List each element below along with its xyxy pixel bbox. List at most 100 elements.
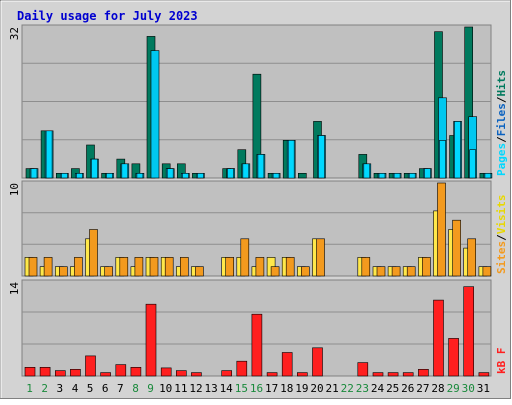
x-axis-day-labels: 1 2 3 4 5 6 7 8 9 10 11 12 13 14 15 16 17 18 19 20 21 22 23 24 2…: [26, 382, 490, 395]
sites-bar-day-14: [225, 257, 234, 277]
legend-kbytes: kB F: [495, 348, 508, 375]
legend-visits: Sites/Visits: [495, 195, 508, 275]
pages-bar-day-12: [197, 173, 204, 179]
y-max-label: 10: [8, 183, 21, 196]
x-tick-label-day-17: 17: [265, 382, 278, 395]
kbytes-bar-day-7: [115, 364, 127, 377]
pages-bar-day-8: [136, 173, 144, 179]
legend-entry: Hits: [495, 70, 508, 97]
kbytes-bar-day-29: [448, 338, 459, 377]
pages-bar-day-27: [424, 168, 431, 179]
legend-entry: /: [495, 96, 508, 103]
pages-bar-day-26: [408, 173, 416, 179]
kbytes-bar-day-31: [478, 372, 490, 377]
x-tick-label-day-27: 27: [416, 382, 429, 395]
pages-bar-day-15: [242, 163, 250, 179]
kbytes-bar-day-17: [266, 372, 278, 377]
pages-bar-day-17: [272, 173, 280, 179]
panel-visits: 10 Sites/Visits: [8, 180, 508, 277]
x-tick-label-day-15: 15: [235, 382, 248, 395]
pages-bar-day-14: [227, 168, 234, 179]
sites-bar-day-12: [195, 266, 204, 277]
x-tick-label-day-24: 24: [371, 382, 385, 395]
x-tick-label-day-14: 14: [220, 382, 234, 395]
kbytes-bar-day-9: [145, 303, 157, 377]
bars-kbytes: [24, 286, 490, 377]
sites-bar-day-30: [467, 238, 477, 277]
x-tick-label-day-23: 23: [356, 382, 369, 395]
pages-bar-day-25: [393, 173, 401, 179]
y-max-label: 32: [8, 27, 21, 40]
x-tick-label-day-22: 22: [341, 382, 354, 395]
x-tick-label-day-2: 2: [41, 382, 48, 395]
kbytes-bar-day-5: [85, 355, 96, 377]
pages-bar-day-18: [287, 140, 295, 179]
panel-kbytes: 14 kB F: [8, 279, 508, 377]
sites-bar-day-24: [376, 266, 386, 277]
x-tick-label-day-18: 18: [280, 382, 293, 395]
kbytes-bar-day-8: [130, 366, 142, 377]
sites-bar-day-18: [285, 257, 295, 277]
kbytes-bar-day-12: [191, 372, 202, 377]
files-bar-day-9: [150, 50, 160, 179]
kbytes-bar-day-28: [433, 299, 444, 377]
sites-bar-day-29: [452, 219, 461, 277]
pages-bar-day-29: [454, 121, 461, 179]
sites-bar-day-1: [28, 257, 38, 277]
x-tick-label-day-6: 6: [102, 382, 109, 395]
kbytes-bar-day-27: [418, 368, 429, 377]
sites-bar-day-16: [255, 257, 265, 277]
legend-entry: Sites: [495, 241, 508, 274]
x-tick-label-day-20: 20: [310, 382, 323, 395]
pages-bar-day-11: [182, 173, 189, 179]
kbytes-bar-day-30: [463, 286, 475, 377]
sites-bar-day-17: [270, 266, 280, 277]
sites-bar-day-26: [406, 266, 416, 277]
y-max-label: 14: [8, 282, 21, 296]
sites-bar-day-31: [482, 266, 492, 277]
x-tick-label-day-10: 10: [159, 382, 172, 395]
x-tick-label-day-26: 26: [401, 382, 414, 395]
x-tick-label-day-21: 21: [325, 382, 338, 395]
x-tick-label-day-1: 1: [26, 382, 33, 395]
pages-bar-day-3: [60, 173, 68, 179]
x-tick-label-day-28: 28: [431, 382, 444, 395]
x-tick-label-day-12: 12: [189, 382, 202, 395]
kbytes-bar-day-24: [372, 372, 384, 377]
kbytes-bar-day-19: [296, 372, 308, 377]
kbytes-bar-day-10: [160, 367, 172, 377]
x-tick-label-day-3: 3: [56, 382, 63, 395]
x-tick-label-day-13: 13: [204, 382, 217, 395]
pages-bar-day-4: [76, 173, 83, 179]
pages-bar-day-7: [121, 163, 129, 179]
pages-bar-day-10: [166, 168, 174, 179]
legend-entry: kB F: [495, 348, 508, 375]
x-tick-label-day-11: 11: [174, 382, 187, 395]
pages-bar-day-31: [484, 173, 492, 179]
panel-hits: 32 Pages/Files/Hits: [8, 24, 508, 179]
bars-hits: [25, 26, 493, 179]
x-tick-label-day-7: 7: [117, 382, 124, 395]
sites-bar-day-19: [300, 266, 310, 277]
pages-bar-day-28: [439, 140, 446, 179]
pages-bar-day-16: [257, 154, 265, 179]
kbytes-bar-day-18: [281, 352, 293, 377]
kbytes-bar-day-1: [24, 366, 36, 377]
sites-bar-day-27: [422, 257, 431, 277]
sites-bar-day-6: [104, 266, 113, 277]
legend-hits: Pages/Files/Hits: [495, 70, 508, 176]
sites-bar-day-4: [74, 257, 83, 277]
x-tick-label-day-25: 25: [386, 382, 399, 395]
kbytes-bar-day-23: [357, 362, 369, 377]
pages-bar-day-1: [30, 168, 38, 179]
pages-bar-day-2: [45, 130, 53, 179]
sites-bar-day-15: [240, 238, 250, 277]
legend-entry: /: [495, 234, 508, 241]
x-tick-label-day-30: 30: [462, 382, 475, 395]
kbytes-bar-day-15: [236, 360, 248, 377]
hits-bar-day-19: [297, 173, 307, 179]
kbytes-bar-day-14: [221, 370, 232, 377]
legend-entry: Visits: [495, 195, 508, 235]
pages-bar-day-24: [378, 173, 386, 179]
x-tick-label-day-29: 29: [447, 382, 460, 395]
